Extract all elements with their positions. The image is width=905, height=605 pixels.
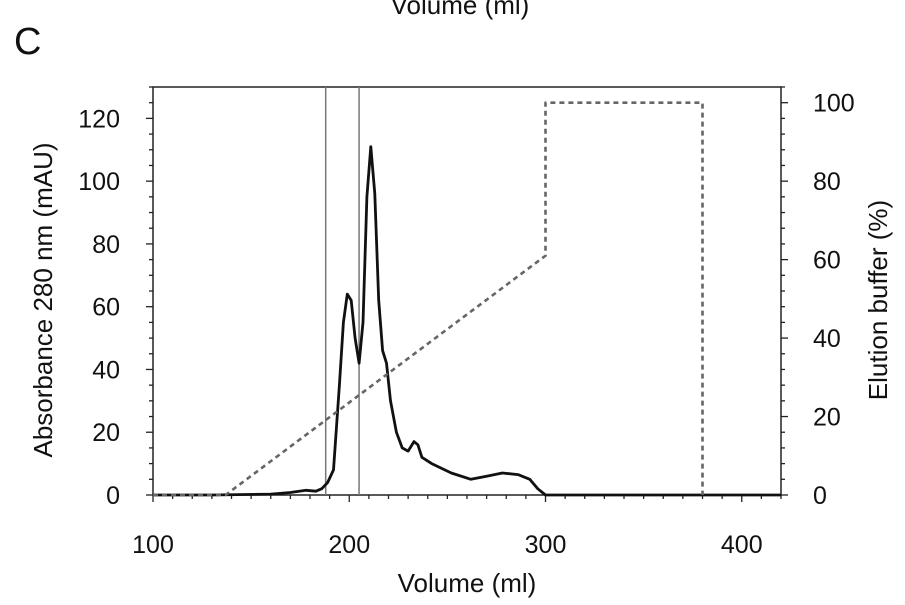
y-left-axis-title: Absorbance 280 nm (mAU) (28, 142, 58, 457)
y-left-tick-label: 0 (106, 482, 120, 510)
x-tick-label: 400 (721, 531, 763, 559)
y-right-tick-label: 20 (813, 404, 841, 432)
y-right-tick-label: 40 (813, 325, 841, 353)
y-left-tick-label: 20 (92, 419, 120, 447)
y-left-tick-label: 60 (92, 294, 120, 322)
y-right-tick-label: 60 (813, 247, 841, 275)
y-left-tick-label: 80 (92, 231, 120, 259)
clipped-top-axis-title: Volume (ml) (391, 0, 530, 20)
y-left-tick-label: 100 (78, 168, 120, 196)
x-axis-title: Volume (ml) (398, 568, 537, 598)
fraction-marker-lines (324, 87, 360, 495)
plot-frame (152, 86, 782, 496)
y-right-ticks: 0 20 40 60 80 100 (781, 86, 855, 510)
x-tick-label: 200 (328, 531, 370, 559)
x-ticks: 100 200 300 400 (132, 495, 782, 559)
y-left-ticks: 0 20 40 60 80 100 120 (78, 86, 153, 510)
y-left-tick-label: 40 (92, 356, 120, 384)
y-right-axis-title: Elution buffer (%) (863, 200, 893, 400)
absorbance-line (153, 145, 781, 497)
y-right-tick-label: 80 (813, 168, 841, 196)
panel-label: C (14, 21, 41, 63)
x-tick-label: 100 (132, 531, 174, 559)
y-left-tick-label: 120 (78, 105, 120, 133)
y-right-tick-label: 0 (813, 482, 827, 510)
y-right-tick-label: 100 (813, 90, 855, 118)
series-layer (153, 101, 781, 497)
x-tick-label: 300 (525, 531, 567, 559)
elution-buffer-line (153, 101, 704, 497)
